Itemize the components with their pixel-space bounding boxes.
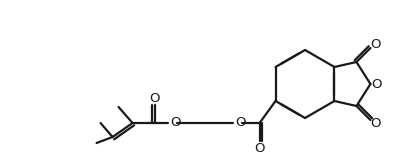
Text: O: O bbox=[370, 38, 381, 52]
Text: O: O bbox=[170, 116, 181, 129]
Text: O: O bbox=[235, 116, 246, 129]
Text: O: O bbox=[149, 92, 160, 104]
Text: O: O bbox=[254, 141, 265, 155]
Text: O: O bbox=[370, 116, 381, 130]
Text: O: O bbox=[371, 77, 382, 91]
